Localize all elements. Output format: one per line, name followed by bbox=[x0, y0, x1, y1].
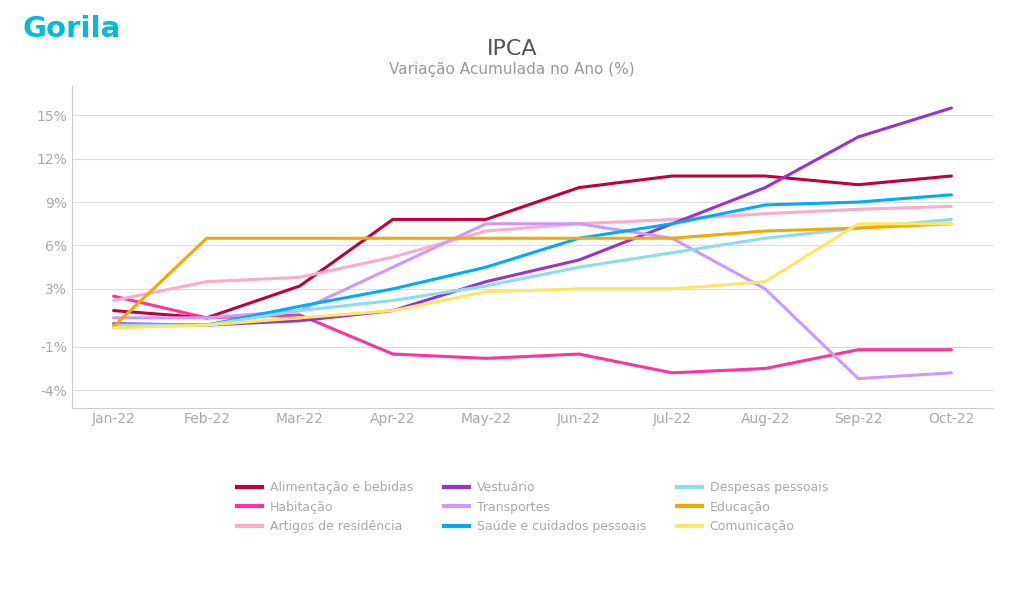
Legend: Alimentação e bebidas, Habitação, Artigos de residência, Vestuário, Transportes,: Alimentação e bebidas, Habitação, Artigo… bbox=[232, 477, 833, 538]
Text: Gorila: Gorila bbox=[23, 15, 121, 43]
Text: IPCA: IPCA bbox=[486, 39, 538, 59]
Text: Variação Acumulada no Ano (%): Variação Acumulada no Ano (%) bbox=[389, 62, 635, 77]
